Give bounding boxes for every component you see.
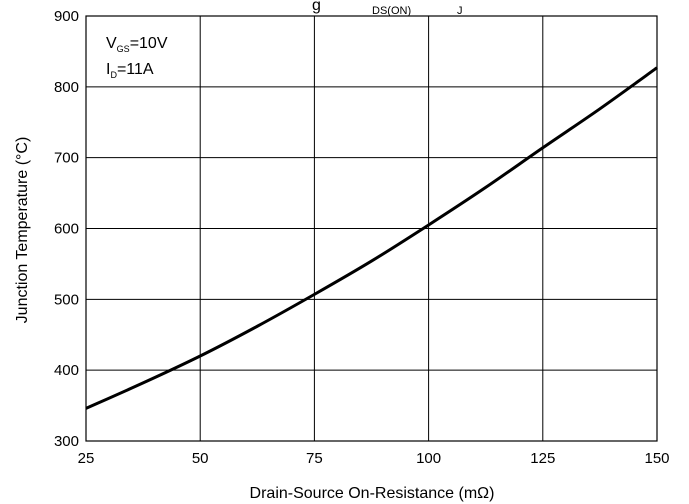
x-tick-label: 50: [192, 450, 209, 467]
x-tick-label: 100: [416, 450, 441, 467]
x-tick-label: 25: [78, 450, 95, 467]
y-tick-label: 800: [54, 79, 79, 96]
id-annotation: ID=11A: [106, 61, 154, 80]
title-fragment-3: J: [457, 5, 463, 17]
y-tick-label: 300: [54, 433, 79, 450]
title-fragment-1: g: [312, 0, 321, 14]
title-fragment-2: DS(ON): [372, 5, 411, 17]
y-tick-label: 600: [54, 221, 79, 238]
y-tick-label: 700: [54, 150, 79, 167]
y-tick-label: 500: [54, 291, 79, 308]
annotation-box: VGS=10V ID=11A: [106, 35, 168, 80]
x-tick-label: 150: [644, 450, 669, 467]
y-tick-label: 400: [54, 362, 79, 379]
y-axis-label: Junction Temperature (°C): [14, 137, 31, 324]
grid: [85, 15, 658, 442]
x-axis-label: Drain-Source On-Resistance (mΩ): [250, 485, 495, 502]
plot-frame: [85, 15, 658, 442]
vgs-annotation: VGS=10V: [106, 35, 168, 54]
y-tick-labels: 300 400 500 600 700 800 900: [54, 8, 79, 450]
x-tick-label: 75: [306, 450, 323, 467]
x-tick-labels: 25 50 75 100 125 150: [78, 450, 670, 467]
series-line: [85, 66, 658, 410]
x-tick-label: 125: [530, 450, 555, 467]
y-tick-label: 900: [54, 8, 79, 25]
